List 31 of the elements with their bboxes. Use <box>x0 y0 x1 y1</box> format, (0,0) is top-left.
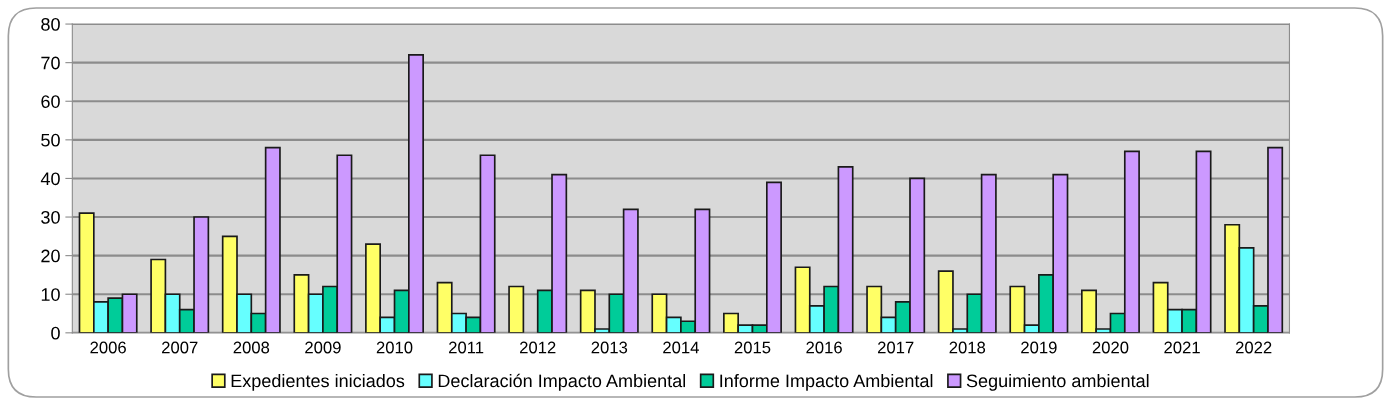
x-tick-label: 2007 <box>162 341 198 354</box>
x-tick-label: 2016 <box>806 341 842 354</box>
bar <box>508 285 525 333</box>
x-tick-label: 2013 <box>591 341 628 354</box>
y-tick-label: 30 <box>41 210 60 224</box>
x-tick-label: 2022 <box>1235 341 1272 354</box>
x-tick-label: 2020 <box>1092 341 1129 354</box>
legend-label: Informe Impacto Ambiental <box>720 373 933 391</box>
x-tick-label: 2018 <box>949 341 986 354</box>
x-tick-label: 2011 <box>449 341 484 354</box>
x-tick-label: 2014 <box>663 341 699 354</box>
y-tick-label: 10 <box>41 288 60 301</box>
y-tick-label: 70 <box>41 56 60 70</box>
x-tick-label: 2012 <box>520 341 556 354</box>
x-tick-label: 2008 <box>233 341 270 354</box>
legend-label: Seguimiento ambiental <box>966 373 1149 391</box>
y-tick-label: 20 <box>41 249 60 263</box>
x-tick-label: 2009 <box>305 341 341 354</box>
y-tick-label: 40 <box>40 172 60 186</box>
y-tick-label: 80 <box>41 17 60 31</box>
legend-label: Declaración Impacto Ambiental <box>438 373 686 391</box>
x-tick-label: 2010 <box>376 341 413 354</box>
y-tick-label: 50 <box>41 133 60 147</box>
legend-label: Expedientes iniciados <box>231 373 405 391</box>
y-tick-label: 0 <box>51 326 60 340</box>
x-tick-label: 2021 <box>1164 341 1200 354</box>
x-tick-label: 2019 <box>1021 341 1057 354</box>
x-tick-label: 2017 <box>877 341 914 354</box>
y-tick-label: 60 <box>41 95 60 108</box>
x-tick-label: 2015 <box>734 341 771 354</box>
x-tick-label: 2006 <box>90 341 126 354</box>
